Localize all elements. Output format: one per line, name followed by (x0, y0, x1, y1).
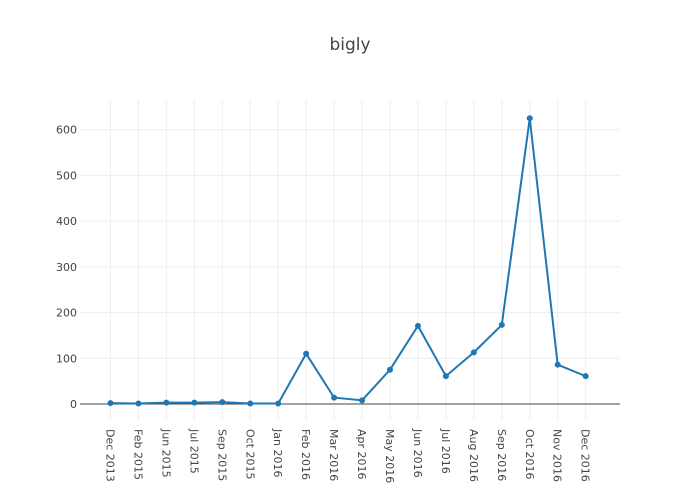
data-point[interactable] (554, 361, 561, 368)
x-axis: Dec 2013 Feb 2015 Jun 2015 Jul 2015 Sep 2015… (104, 428, 592, 483)
data-point[interactable] (247, 400, 254, 407)
grid-lines (80, 100, 620, 420)
x-tick-label: Jun 2016 (411, 428, 424, 478)
y-tick-label: 0 (70, 398, 77, 411)
data-point[interactable] (163, 399, 170, 406)
data-point[interactable] (582, 373, 589, 380)
y-axis: 0 100 200 300 400 500 600 (56, 124, 77, 411)
x-tick-label: Sep 2015 (215, 429, 228, 481)
data-point[interactable] (303, 350, 310, 357)
data-point[interactable] (135, 400, 142, 407)
y-tick-label: 500 (56, 169, 77, 182)
x-tick-label: Jun 2015 (159, 428, 172, 478)
data-point[interactable] (359, 397, 366, 404)
y-tick-label: 400 (56, 215, 77, 228)
x-tick-label: Dec 2016 (579, 429, 592, 482)
y-tick-label: 600 (56, 124, 77, 137)
data-point[interactable] (219, 399, 226, 406)
y-tick-label: 300 (56, 261, 77, 274)
x-tick-label: Aug 2016 (467, 429, 480, 482)
data-point[interactable] (275, 400, 282, 407)
x-tick-label: Nov 2016 (551, 429, 564, 482)
x-tick-label: Dec 2013 (104, 429, 117, 482)
data-point[interactable] (107, 400, 114, 407)
data-point[interactable] (526, 115, 533, 122)
y-tick-label: 100 (56, 352, 77, 365)
x-tick-label: Jan 2016 (271, 428, 284, 477)
data-point[interactable] (442, 373, 449, 380)
data-point[interactable] (470, 349, 477, 356)
data-point[interactable] (387, 366, 393, 373)
x-tick-label: Feb 2016 (299, 429, 312, 480)
series-layer (107, 115, 589, 407)
x-tick-label: Jul 2016 (439, 428, 452, 474)
y-tick-label: 200 (56, 307, 77, 320)
x-tick-label: Oct 2015 (243, 429, 256, 480)
x-tick-label: Apr 2016 (355, 429, 368, 480)
series-line (110, 118, 587, 405)
x-tick-label: May 2016 (383, 429, 396, 483)
data-point[interactable] (414, 322, 421, 329)
chart-title: bigly (329, 35, 370, 55)
x-tick-label: Sep 2016 (495, 429, 508, 481)
x-tick-label: Feb 2015 (131, 429, 144, 480)
x-tick-label: Jul 2015 (187, 428, 200, 474)
data-point[interactable] (498, 321, 505, 328)
x-tick-label: Oct 2016 (523, 429, 536, 480)
data-point[interactable] (331, 394, 338, 401)
x-tick-label: Mar 2016 (327, 429, 340, 481)
data-point[interactable] (191, 399, 198, 406)
